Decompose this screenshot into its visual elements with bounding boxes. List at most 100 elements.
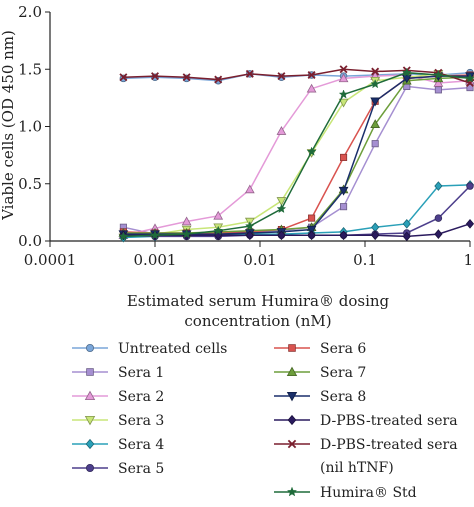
data-point	[245, 69, 254, 78]
legend-item-3: Sera 2	[72, 389, 164, 405]
y-axis-label: Viable cells (OD 450 nm)	[0, 30, 17, 221]
legend-label: Humira® Std	[320, 485, 417, 501]
data-point	[338, 98, 349, 108]
data-point	[245, 230, 254, 241]
legend-marker	[286, 486, 298, 497]
data-point	[276, 197, 287, 206]
data-point	[434, 86, 442, 94]
legend: Untreated cells Sera 1 Sera 2 Sera 3 Sera 4 S…	[72, 341, 458, 501]
legend-item-5: Sera 4	[72, 437, 164, 453]
y-tick-label: 1.5	[18, 60, 42, 78]
data-point	[338, 73, 349, 83]
data-point	[151, 72, 159, 81]
data-point	[118, 231, 129, 241]
series-2	[119, 82, 474, 238]
legend-marker	[286, 391, 298, 402]
legend-label: Untreated cells	[118, 341, 227, 357]
legend-item-8: Sera 7	[274, 365, 366, 381]
series-7	[119, 71, 474, 237]
series-line	[123, 223, 471, 238]
data-point	[308, 214, 316, 222]
data-point	[181, 216, 192, 226]
x-axis-label-line1: Estimated serum Humira® dosing	[127, 292, 390, 310]
data-point	[402, 219, 411, 229]
data-point	[434, 229, 443, 239]
series-12	[118, 67, 474, 241]
legend-item-6: Sera 5	[72, 461, 164, 477]
data-point	[181, 229, 192, 239]
legend-item-7: Sera 6	[274, 341, 366, 357]
x-tick-label: 0.001	[134, 251, 177, 269]
legend-label: Sera 3	[118, 413, 164, 429]
data-point	[340, 153, 348, 161]
legend-item-2: Sera 1	[72, 365, 164, 381]
legend-marker	[287, 439, 297, 449]
legend-item-12: Humira® Std	[274, 485, 417, 501]
x-tick-label: 1	[463, 251, 473, 269]
data-point	[244, 221, 255, 231]
legend-label: Sera 2	[118, 389, 164, 405]
legend-label: Sera 7	[320, 365, 366, 381]
data-point	[465, 219, 474, 229]
legend-label: Sera 5	[118, 461, 164, 477]
data-point	[307, 230, 316, 241]
legend-label: Sera 4	[118, 437, 164, 453]
data-point	[433, 69, 444, 80]
legend-label-line2: (nil hTNF)	[320, 460, 394, 476]
series-line	[123, 76, 471, 234]
data-point	[370, 119, 381, 128]
data-point	[276, 126, 287, 135]
data-point	[244, 184, 255, 194]
legend-label: Sera 1	[118, 365, 164, 381]
y-tick-label: 0.5	[18, 175, 42, 193]
series-8	[118, 72, 474, 237]
data-point	[371, 140, 379, 148]
legend-label: D-PBS-treated sera	[320, 413, 458, 429]
legend-item-4: Sera 3	[72, 413, 164, 429]
data-point	[277, 72, 286, 81]
data-point	[306, 225, 317, 235]
data-point	[371, 230, 380, 241]
legend-label: D-PBS-treated sera	[320, 437, 458, 453]
legend-marker	[85, 438, 95, 450]
y-tick-label: 1.0	[18, 118, 42, 136]
series-line	[123, 73, 471, 239]
data-point	[339, 65, 348, 74]
data-point	[465, 73, 474, 83]
data-point	[401, 74, 412, 84]
data-point	[401, 67, 412, 77]
series-4	[118, 70, 474, 243]
data-point	[434, 214, 443, 222]
data-point	[276, 203, 287, 214]
legend-item-1: Untreated cells	[72, 341, 227, 357]
y-tick-label: 2.0	[18, 3, 42, 21]
legend-marker	[84, 390, 96, 401]
legend-label: Sera 6	[320, 341, 366, 357]
data-point	[434, 181, 443, 191]
legend-marker	[86, 343, 95, 352]
data-point	[338, 186, 349, 196]
series-9	[118, 72, 474, 240]
data-point	[466, 182, 474, 190]
data-point	[371, 67, 380, 76]
y-tick-label: 0.0	[18, 232, 42, 250]
data-point	[306, 146, 317, 156]
data-point	[119, 73, 128, 82]
data-point	[307, 70, 316, 79]
legend-item-9: Sera 8	[274, 389, 366, 405]
x-tick-label: 0.1	[353, 251, 377, 269]
legend-marker	[287, 414, 297, 426]
data-point	[370, 79, 381, 89]
data-point	[213, 225, 224, 235]
legend-item-11: D-PBS-treated sera (nil hTNF)	[274, 437, 458, 476]
legend-marker	[86, 368, 94, 376]
x-tick-label: 0.01	[243, 251, 276, 269]
legend-marker	[86, 463, 95, 472]
data-point	[370, 97, 381, 107]
data-point	[371, 222, 380, 233]
data-point	[306, 83, 317, 93]
legend-marker	[84, 415, 96, 426]
data-point	[277, 230, 286, 241]
x-tick-label: 0.0001	[24, 251, 77, 269]
